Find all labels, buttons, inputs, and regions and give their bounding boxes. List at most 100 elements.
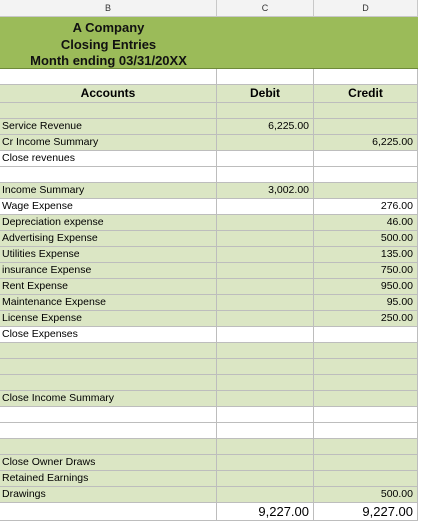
- cell[interactable]: [0, 69, 217, 85]
- credit-cell[interactable]: [314, 455, 418, 471]
- account-cell[interactable]: Rent Expense: [0, 279, 217, 295]
- account-cell[interactable]: Close Owner Draws: [0, 455, 217, 471]
- totals-row: 9,227.00 9,227.00: [0, 503, 418, 521]
- accounts-header[interactable]: Accounts: [0, 85, 217, 103]
- debit-cell[interactable]: [217, 231, 314, 247]
- account-cell[interactable]: Income Summary: [0, 183, 217, 199]
- account-cell[interactable]: Service Revenue: [0, 119, 217, 135]
- account-cell[interactable]: Maintenance Expense: [0, 295, 217, 311]
- credit-cell[interactable]: 500.00: [314, 231, 418, 247]
- debit-cell[interactable]: [217, 407, 314, 423]
- credit-header[interactable]: Credit: [314, 85, 418, 103]
- debit-cell[interactable]: 6,225.00: [217, 119, 314, 135]
- debit-cell[interactable]: [217, 135, 314, 151]
- account-cell[interactable]: Utilities Expense: [0, 247, 217, 263]
- account-cell[interactable]: Advertising Expense: [0, 231, 217, 247]
- column-header-c[interactable]: C: [217, 0, 314, 17]
- credit-cell[interactable]: 750.00: [314, 263, 418, 279]
- credit-cell[interactable]: [314, 119, 418, 135]
- credit-cell[interactable]: 6,225.00: [314, 135, 418, 151]
- credit-cell[interactable]: [314, 183, 418, 199]
- credit-cell[interactable]: 95.00: [314, 295, 418, 311]
- title-block[interactable]: A Company Closing Entries Month ending 0…: [0, 17, 418, 69]
- debit-cell[interactable]: [217, 215, 314, 231]
- account-cell[interactable]: Close Expenses: [0, 327, 217, 343]
- debit-cell[interactable]: [217, 167, 314, 183]
- debit-cell[interactable]: [217, 439, 314, 455]
- table-row: Close Owner Draws: [0, 455, 418, 471]
- account-cell[interactable]: [0, 359, 217, 375]
- column-header-b[interactable]: B: [0, 0, 217, 17]
- table-row: Wage Expense 276.00: [0, 199, 418, 215]
- account-cell[interactable]: insurance Expense: [0, 263, 217, 279]
- credit-cell[interactable]: [314, 167, 418, 183]
- credit-cell[interactable]: [314, 327, 418, 343]
- credit-cell[interactable]: [314, 151, 418, 167]
- credit-cell[interactable]: 250.00: [314, 311, 418, 327]
- account-cell[interactable]: [0, 103, 217, 119]
- debit-cell[interactable]: [217, 327, 314, 343]
- account-cell[interactable]: [0, 439, 217, 455]
- debit-cell[interactable]: [217, 295, 314, 311]
- debit-cell[interactable]: [217, 311, 314, 327]
- table-row: Retained Earnings: [0, 471, 418, 487]
- account-cell[interactable]: Close Income Summary: [0, 391, 217, 407]
- table-row: Service Revenue 6,225.00: [0, 119, 418, 135]
- debit-cell[interactable]: [217, 199, 314, 215]
- account-cell[interactable]: [0, 167, 217, 183]
- column-header-d[interactable]: D: [314, 0, 418, 17]
- account-cell[interactable]: [0, 407, 217, 423]
- totals-label-cell[interactable]: [0, 503, 217, 521]
- credit-cell[interactable]: 276.00: [314, 199, 418, 215]
- debit-cell[interactable]: [217, 359, 314, 375]
- account-cell[interactable]: Cr Income Summary: [0, 135, 217, 151]
- credit-cell[interactable]: [314, 423, 418, 439]
- table-row: Income Summary 3,002.00: [0, 183, 418, 199]
- debit-cell[interactable]: [217, 279, 314, 295]
- total-credit[interactable]: 9,227.00: [314, 503, 418, 521]
- debit-cell[interactable]: [217, 263, 314, 279]
- credit-cell[interactable]: 46.00: [314, 215, 418, 231]
- account-cell[interactable]: License Expense: [0, 311, 217, 327]
- debit-cell[interactable]: [217, 103, 314, 119]
- account-cell[interactable]: [0, 375, 217, 391]
- account-cell[interactable]: Retained Earnings: [0, 471, 217, 487]
- account-cell[interactable]: Depreciation expense: [0, 215, 217, 231]
- company-name: A Company: [72, 20, 145, 35]
- account-cell[interactable]: Wage Expense: [0, 199, 217, 215]
- credit-cell[interactable]: [314, 359, 418, 375]
- table-row: Maintenance Expense 95.00: [0, 295, 418, 311]
- total-debit[interactable]: 9,227.00: [217, 503, 314, 521]
- credit-cell[interactable]: 500.00: [314, 487, 418, 503]
- table-row: Cr Income Summary 6,225.00: [0, 135, 418, 151]
- credit-cell[interactable]: [314, 103, 418, 119]
- credit-cell[interactable]: 950.00: [314, 279, 418, 295]
- debit-cell[interactable]: [217, 455, 314, 471]
- cell[interactable]: [314, 69, 418, 85]
- account-cell[interactable]: Close revenues: [0, 151, 217, 167]
- entries-table: Accounts Debit Credit Service Revenue 6,2…: [0, 69, 418, 521]
- credit-cell[interactable]: [314, 439, 418, 455]
- credit-cell[interactable]: [314, 375, 418, 391]
- debit-header[interactable]: Debit: [217, 85, 314, 103]
- debit-cell[interactable]: [217, 471, 314, 487]
- table-row: [0, 375, 418, 391]
- credit-cell[interactable]: 135.00: [314, 247, 418, 263]
- credit-cell[interactable]: [314, 343, 418, 359]
- debit-cell[interactable]: [217, 343, 314, 359]
- debit-cell[interactable]: [217, 487, 314, 503]
- credit-cell[interactable]: [314, 407, 418, 423]
- credit-cell[interactable]: [314, 471, 418, 487]
- account-cell[interactable]: Drawings: [0, 487, 217, 503]
- account-cell[interactable]: [0, 423, 217, 439]
- debit-cell[interactable]: [217, 151, 314, 167]
- cell[interactable]: [217, 69, 314, 85]
- debit-cell[interactable]: [217, 391, 314, 407]
- credit-cell[interactable]: [314, 391, 418, 407]
- debit-cell[interactable]: [217, 375, 314, 391]
- debit-cell[interactable]: 3,002.00: [217, 183, 314, 199]
- account-cell[interactable]: [0, 343, 217, 359]
- debit-cell[interactable]: [217, 423, 314, 439]
- debit-cell[interactable]: [217, 247, 314, 263]
